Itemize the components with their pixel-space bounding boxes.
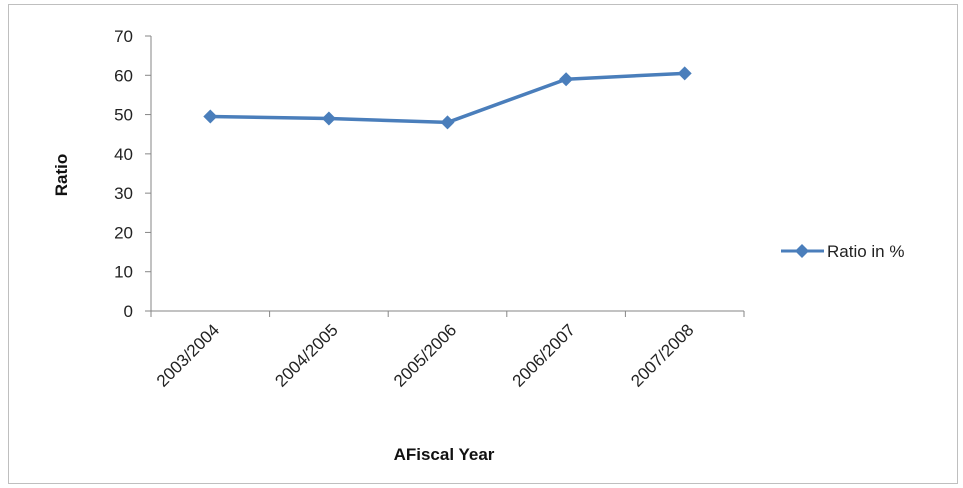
x-axis-title: AFiscal Year <box>394 445 495 464</box>
data-point <box>677 66 692 81</box>
y-tick-label: 20 <box>114 223 133 242</box>
x-tick-label: 2007/2008 <box>627 320 697 390</box>
y-tick-label: 70 <box>114 27 133 46</box>
x-axis-ticks: 2003/2004 2004/2005 2005/2006 2006/2007 2007… <box>150 311 745 391</box>
data-point <box>440 115 455 130</box>
legend-marker <box>795 244 809 258</box>
y-axis-title: Ratio <box>52 154 71 197</box>
y-axis-ticks: 0 10 20 30 40 50 60 70 <box>114 27 151 321</box>
y-tick-label: 50 <box>114 106 133 125</box>
series-layer <box>203 66 692 130</box>
x-tick-label: 2004/2005 <box>271 320 341 390</box>
x-tick-label: 2003/2004 <box>153 320 223 390</box>
data-point <box>559 72 574 87</box>
data-point <box>203 109 218 124</box>
y-tick-label: 10 <box>114 263 133 282</box>
data-point <box>321 111 336 126</box>
legend: Ratio in % <box>781 242 904 261</box>
y-tick-label: 0 <box>124 302 133 321</box>
series-line <box>210 71 685 125</box>
x-tick-label: 2005/2006 <box>390 320 460 390</box>
y-tick-label: 60 <box>114 66 133 85</box>
chart-area: 0 10 20 30 40 50 60 70 2003/2004 2004/2005 2005/2… <box>8 4 958 484</box>
y-tick-label: 40 <box>114 145 133 164</box>
legend-label: Ratio in % <box>827 242 904 261</box>
y-tick-label: 30 <box>114 184 133 203</box>
line-chart: 0 10 20 30 40 50 60 70 2003/2004 2004/2005 2005/2… <box>52 27 904 464</box>
x-tick-label: 2006/2007 <box>509 320 579 390</box>
